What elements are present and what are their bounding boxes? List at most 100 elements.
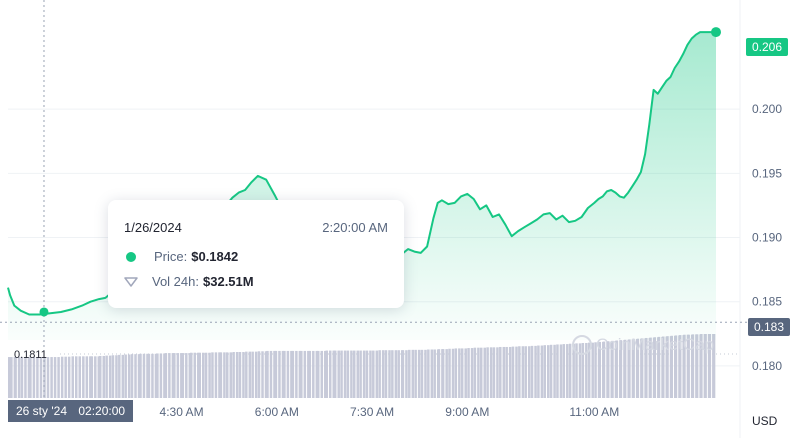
volume-bar [130,354,134,398]
volume-bar [543,345,546,398]
volume-bar [502,346,506,398]
volume-bar [666,336,669,398]
volume-bar [397,350,400,398]
volume-bar [375,350,379,398]
volume-bar [477,347,480,398]
volume-bar [50,357,53,398]
crosshair-time-label: 26 sty '24 02:20:00 [8,400,134,422]
volume-bar [8,357,11,398]
volume-bar [142,353,146,398]
volume-bar [470,348,474,398]
volume-bar [534,345,537,398]
volume-bar [188,353,192,398]
volume-bar [581,343,585,398]
volume-bar [24,357,27,398]
volume-bar [97,356,101,398]
volume-bar [242,352,245,398]
volume-bar [401,350,405,398]
volume-bar [454,348,458,398]
volume-bar [94,356,97,398]
volume-bar [283,350,286,398]
volume-bar [505,346,508,398]
volume-bar [32,357,36,398]
y-tick-label-4: 0.200 [752,102,782,116]
volume-bar [508,346,512,398]
volume-bar [585,343,588,398]
volume-bar [53,357,57,398]
volume-bar [572,343,575,398]
volume-bar [687,334,690,398]
volume-bar [384,350,388,398]
volume-bar [492,347,496,398]
y-tick-label-3: 0.195 [752,166,782,180]
volume-bar [146,353,149,398]
tooltip-price-row: Price: $0.1842 [124,249,238,264]
tooltip-volume-value: $32.51M [203,274,254,289]
volume-bar [108,355,112,398]
volume-bar [14,357,17,398]
coinmarketcap-logo-icon [572,335,592,355]
volume-bar [606,341,610,398]
volume-bar [269,350,273,398]
watermark-text: CoinMarketCap [596,335,715,354]
volume-bar [594,342,597,398]
volume-bar [214,352,218,398]
volume-bar [180,353,183,398]
volume-bar [350,350,353,398]
volume-bar [408,349,411,398]
volume-bar [445,349,448,398]
volume-bar [127,354,131,398]
volume-bar [640,338,644,398]
volume-bar [328,350,332,398]
volume-bar [60,356,64,398]
volume-bar [430,349,434,398]
volume-bar [164,353,168,398]
volume-bar [575,343,578,398]
volume-bar [489,347,493,398]
volume-bar [229,352,233,398]
volume-bar [137,354,141,398]
volume-bar [278,350,281,398]
y-tick-label-1: 0.185 [752,295,782,309]
x-axis: 4:30 AM 6:00 AM 7:30 AM 9:00 AM 11:00 AM [160,405,620,419]
x-tick-label-2: 7:30 AM [350,405,394,419]
volume-bar [566,344,569,398]
volume-bar [678,335,682,398]
volume-bar [248,351,252,398]
volume-bar [420,349,424,398]
volume-bar [598,341,602,398]
volume-bar [448,348,451,398]
volume-bar [303,350,307,398]
volume-bar [636,338,640,398]
volume-bar [417,349,421,398]
volume-bar [362,350,366,398]
y-tick-label-0: 0.180 [752,359,782,373]
volume-bar [46,357,50,398]
volume-bar [553,344,556,398]
volume-bar [115,355,118,398]
volume-bar [185,353,188,398]
price-dot-icon [126,251,136,262]
volume-bar [163,353,166,398]
volume-bar [261,351,264,398]
volume-bar [496,347,499,398]
volume-bars [8,334,716,398]
volume-bar [559,344,563,398]
volume-bar [340,350,343,398]
volume-bar [378,350,381,398]
tooltip-volume-row: Vol 24h: $32.51M [124,274,254,289]
volume-bar [645,337,648,398]
crosshair-time: 02:20:00 [78,404,126,418]
volume-bar [332,350,335,398]
volume-bar [649,337,652,398]
volume-bar [134,354,137,398]
volume-bar [499,346,502,398]
volume-bar [176,353,180,398]
volume-bar [441,349,445,398]
volume-bar [333,350,337,398]
volume-bar [691,334,695,398]
volume-bar [540,345,544,398]
y-tick-label-2: 0.190 [752,231,782,245]
volume-bar [219,352,223,398]
volume-bar [458,348,461,398]
